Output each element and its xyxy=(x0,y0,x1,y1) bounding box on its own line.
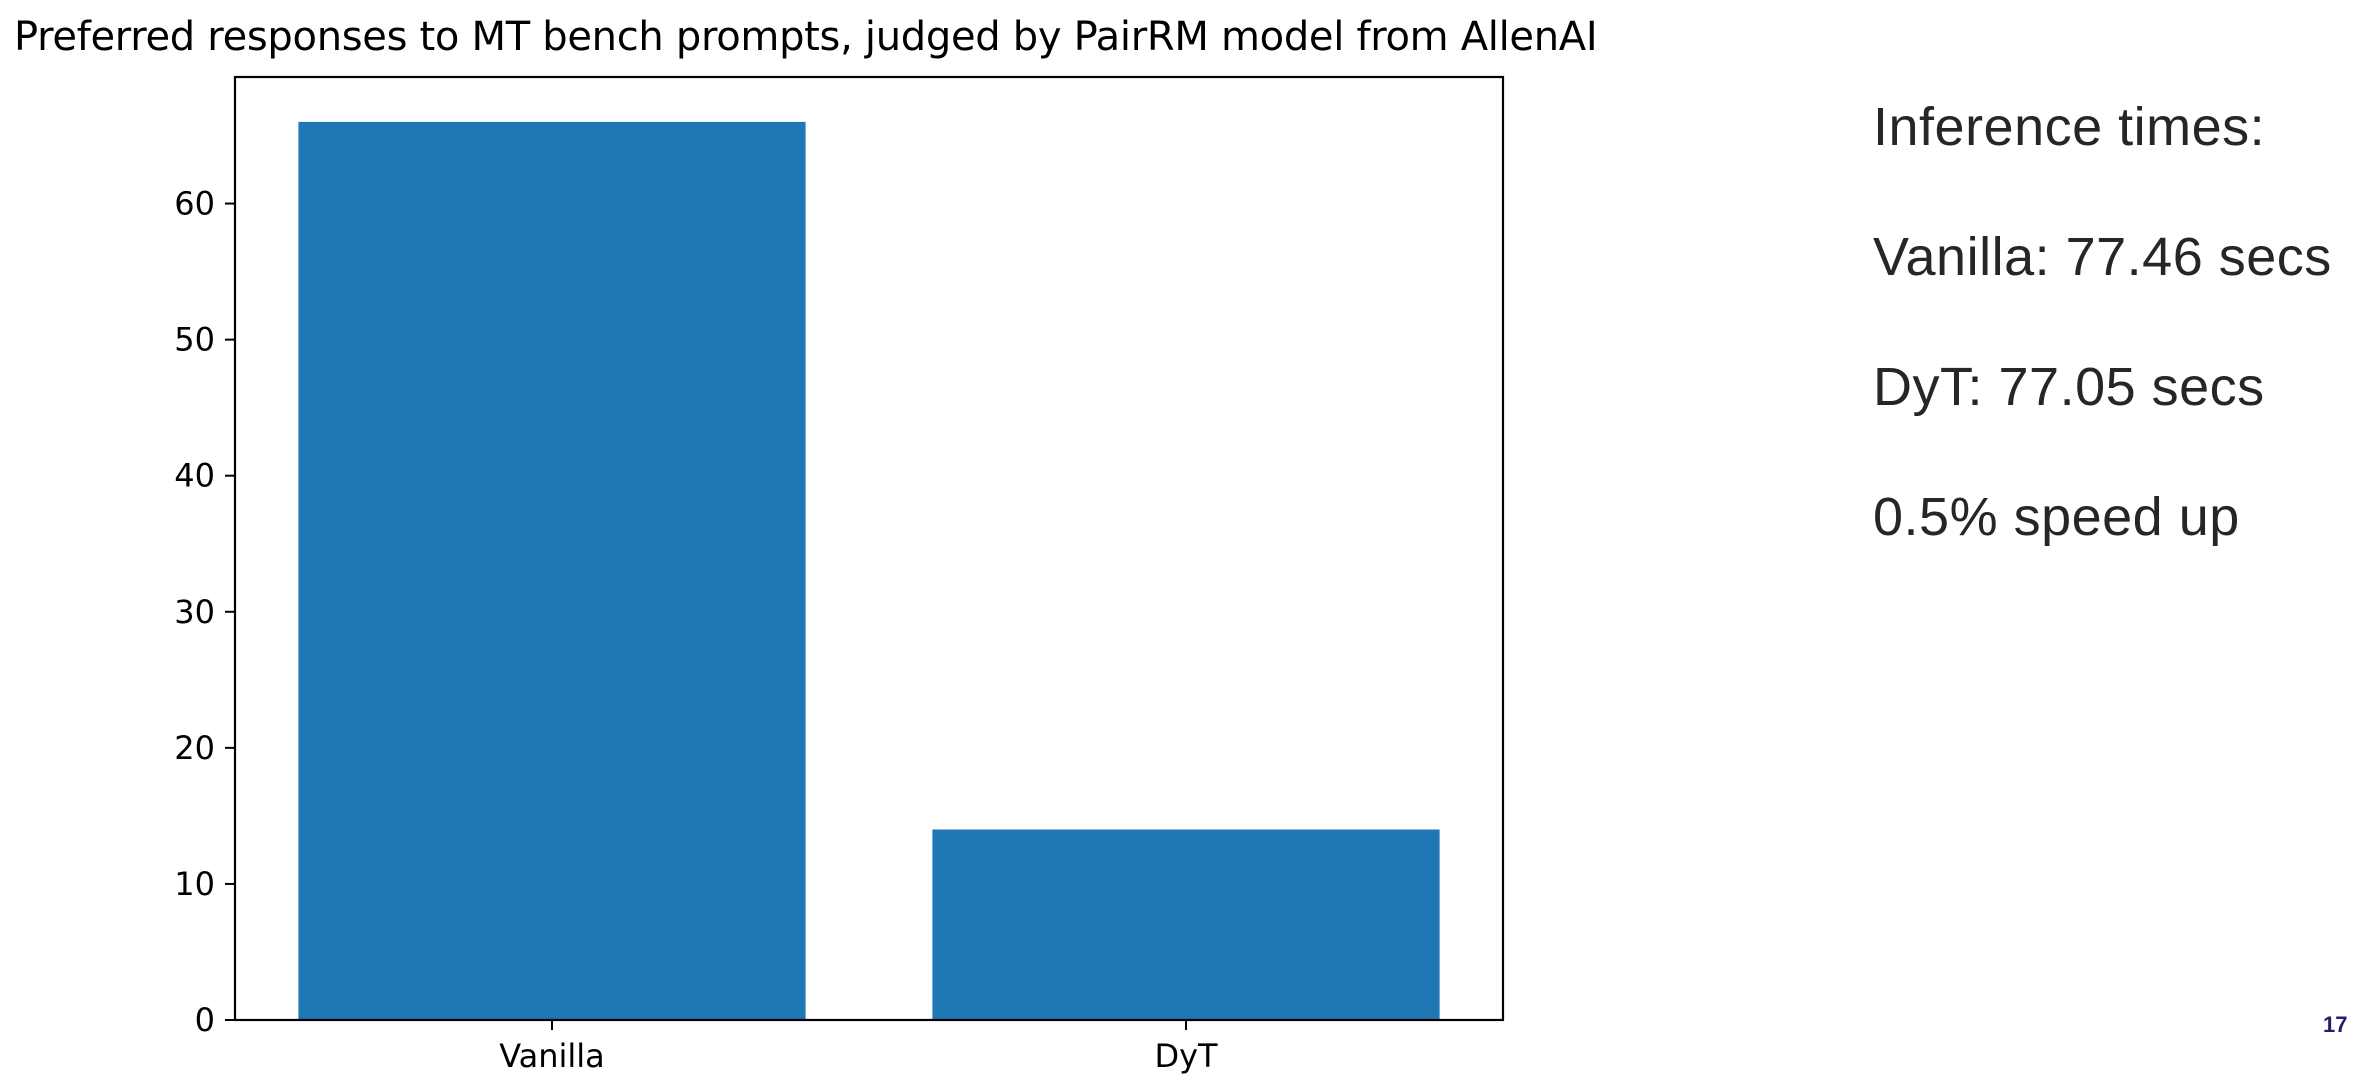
y-tick-label: 50 xyxy=(174,321,215,359)
chart-title: Preferred responses to MT bench prompts,… xyxy=(14,14,1598,60)
bars-layer xyxy=(298,121,1440,1020)
plot-frame xyxy=(233,75,1505,1022)
y-tick-label: 60 xyxy=(174,185,215,223)
y-tick-label: 10 xyxy=(174,865,215,903)
slide-page-number: 17 xyxy=(2323,1012,2348,1037)
y-tick-label: 0 xyxy=(195,1001,215,1039)
y-tick-label: 30 xyxy=(174,593,215,631)
x-tick-label: Vanilla xyxy=(499,1037,605,1075)
inference-times-heading: Inference times: xyxy=(1873,97,2266,157)
bar-vanilla xyxy=(298,121,806,1020)
x-axis: Vanilla DyT xyxy=(499,1020,1218,1075)
bar-dyt xyxy=(932,829,1440,1020)
inference-times-panel: Inference times: Vanilla: 77.46 secs DyT… xyxy=(1873,95,2353,615)
dyt-time-text: DyT: 77.05 secs xyxy=(1873,357,2265,417)
x-tick-label: DyT xyxy=(1154,1037,1218,1075)
y-tick-label: 20 xyxy=(174,729,215,767)
vanilla-time-text: Vanilla: 77.46 secs xyxy=(1873,227,2332,287)
y-tick-label: 40 xyxy=(174,457,215,495)
bar-chart: 0 10 20 30 40 50 60 Vanilla DyT xyxy=(174,75,1505,1075)
speedup-text: 0.5% speed up xyxy=(1873,487,2240,547)
y-axis: 0 10 20 30 40 50 60 xyxy=(174,185,235,1039)
